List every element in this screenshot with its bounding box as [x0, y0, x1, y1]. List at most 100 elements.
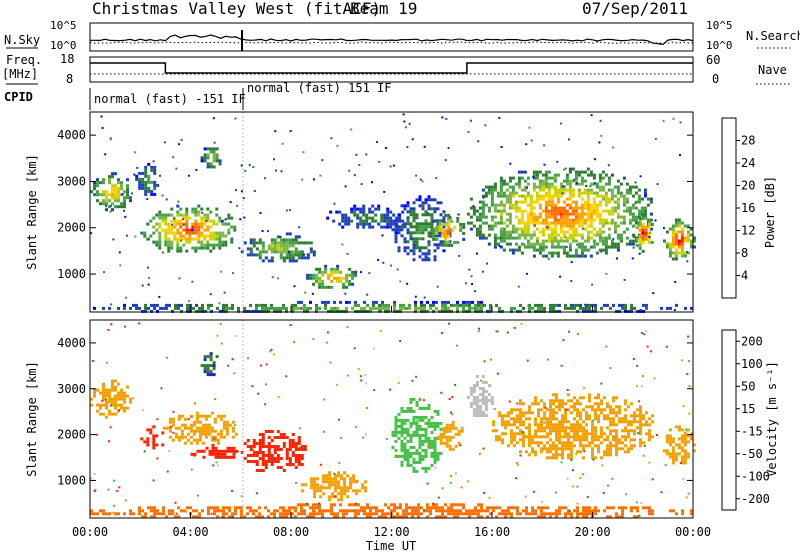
power-cell-434: [285, 250, 289, 254]
power-cell-1211: [547, 191, 551, 195]
velocity-noise-143: [210, 512, 213, 515]
velocity-ytick-label-1: 2000: [57, 428, 86, 442]
power-cell-1352: [568, 221, 572, 225]
power-cell-2005: [414, 309, 417, 313]
power-cell-1724: [638, 246, 642, 250]
power-cell-1856: [186, 309, 189, 313]
power-cell-1779: [674, 251, 678, 255]
power-cell-1247: [553, 173, 557, 177]
power-cell-2047: [465, 300, 468, 304]
power-cell-1466: [586, 233, 590, 237]
velocity-cell-1154: [606, 402, 609, 406]
velocity-cell-1034: [573, 426, 576, 430]
velocity-cell-1046: [576, 423, 579, 427]
velocity-noise-176: [641, 375, 644, 378]
power-cell-2069: [489, 303, 492, 307]
power-cell-870: [469, 227, 473, 231]
power-noise-62: [274, 130, 277, 133]
velocity-cell-1684: [516, 509, 519, 513]
power-cell-685: [412, 219, 416, 223]
velocity-cell-192: [225, 420, 229, 424]
velocity-cell-231: [205, 446, 209, 450]
power-cell-252: [197, 222, 201, 226]
power-cell-44: [114, 190, 117, 194]
velocity-noise-44: [245, 458, 248, 461]
power-cell-1768: [671, 251, 675, 255]
power-cell-136: [158, 225, 162, 229]
power-cell-617: [389, 216, 393, 220]
velocity-cell-226: [193, 452, 197, 456]
power-cell-1632: [622, 215, 626, 219]
power-cell-1164: [538, 245, 542, 249]
velocity-cell-1602: [429, 509, 432, 513]
power-cell-551: [344, 216, 348, 220]
power-noise-5: [576, 243, 579, 246]
velocity-noise-157: [93, 490, 96, 492]
velocity-cell-1411: [216, 509, 219, 513]
velocity-noise-142: [94, 488, 97, 491]
power-cell-1932: [309, 306, 312, 310]
velocity-cell-340: [279, 433, 283, 436]
power-cell-1767: [671, 245, 675, 249]
power-cell-997: [508, 179, 512, 183]
velocity-cell-1575: [405, 503, 408, 507]
power-noise-142: [103, 271, 105, 274]
velocity-cell-1550: [381, 509, 384, 513]
velocity-cell-706: [469, 402, 473, 405]
velocity-cell-493: [394, 433, 398, 437]
velocity-cell-1576: [405, 506, 408, 510]
power-cell-1330: [565, 215, 569, 219]
velocity-cell-621: [427, 406, 431, 410]
velocity-cell-776: [504, 420, 507, 424]
velocity-cell-1084: [585, 435, 588, 439]
velocity-cell-351: [285, 448, 289, 451]
power-cell-1598: [613, 227, 617, 231]
velocity-cell-237: [211, 452, 215, 456]
velocity-cell-232: [208, 449, 212, 453]
power-cell-1521: [598, 194, 602, 198]
power-cell-834: [444, 231, 448, 235]
power-cell-321: [221, 231, 225, 235]
velocity-cell-54: [117, 397, 120, 401]
power-cell-470: [306, 241, 310, 245]
velocity-cell-62: [120, 406, 123, 410]
velocity-cell-532: [406, 418, 410, 422]
power-cell-1756: [668, 245, 672, 249]
power-cell-1307: [562, 200, 566, 204]
velocity-cell-1366: [141, 515, 144, 519]
velocity-cell-1414: [222, 506, 225, 510]
velocity-cell-1242: [630, 438, 633, 442]
power-cell-1769: [671, 257, 675, 261]
power-cell-2116: [579, 303, 582, 307]
velocity-cell-427: [328, 486, 332, 490]
power-cell-1137: [535, 185, 539, 189]
velocity-cell-1260: [639, 414, 642, 418]
power-cell-713: [418, 237, 422, 241]
velocity-cell-844: [528, 435, 531, 439]
power-cell-1594: [613, 206, 617, 210]
power-cell-619: [389, 222, 393, 226]
velocity-cell-1578: [405, 512, 408, 516]
power-cell-1511: [595, 215, 599, 219]
velocity-noise-121: [455, 472, 457, 475]
velocity-cell-602: [421, 442, 425, 446]
velocity-cell-665: [436, 435, 440, 439]
velocity-cell-1302: [671, 446, 675, 450]
power-cell-303: [212, 246, 216, 250]
velocity-cell-756: [490, 399, 494, 402]
power-cell-156: [164, 243, 168, 247]
power-cell-476: [312, 250, 316, 254]
power-cell-647: [397, 249, 401, 253]
power-cell-355: [212, 147, 216, 151]
velocity-cell-53: [117, 394, 120, 398]
power-cell-1056: [520, 176, 524, 180]
velocity-cell-1484: [309, 512, 312, 516]
power-cell-23: [105, 199, 108, 203]
power-cell-79: [138, 177, 142, 181]
power-cell-1697: [643, 206, 647, 210]
velocity-cell-1403: [207, 506, 210, 510]
power-cell-1953: [345, 300, 348, 304]
power-cell-876: [475, 215, 479, 219]
velocity-cell-287: [258, 442, 262, 445]
velocity-cell-330: [273, 457, 277, 460]
